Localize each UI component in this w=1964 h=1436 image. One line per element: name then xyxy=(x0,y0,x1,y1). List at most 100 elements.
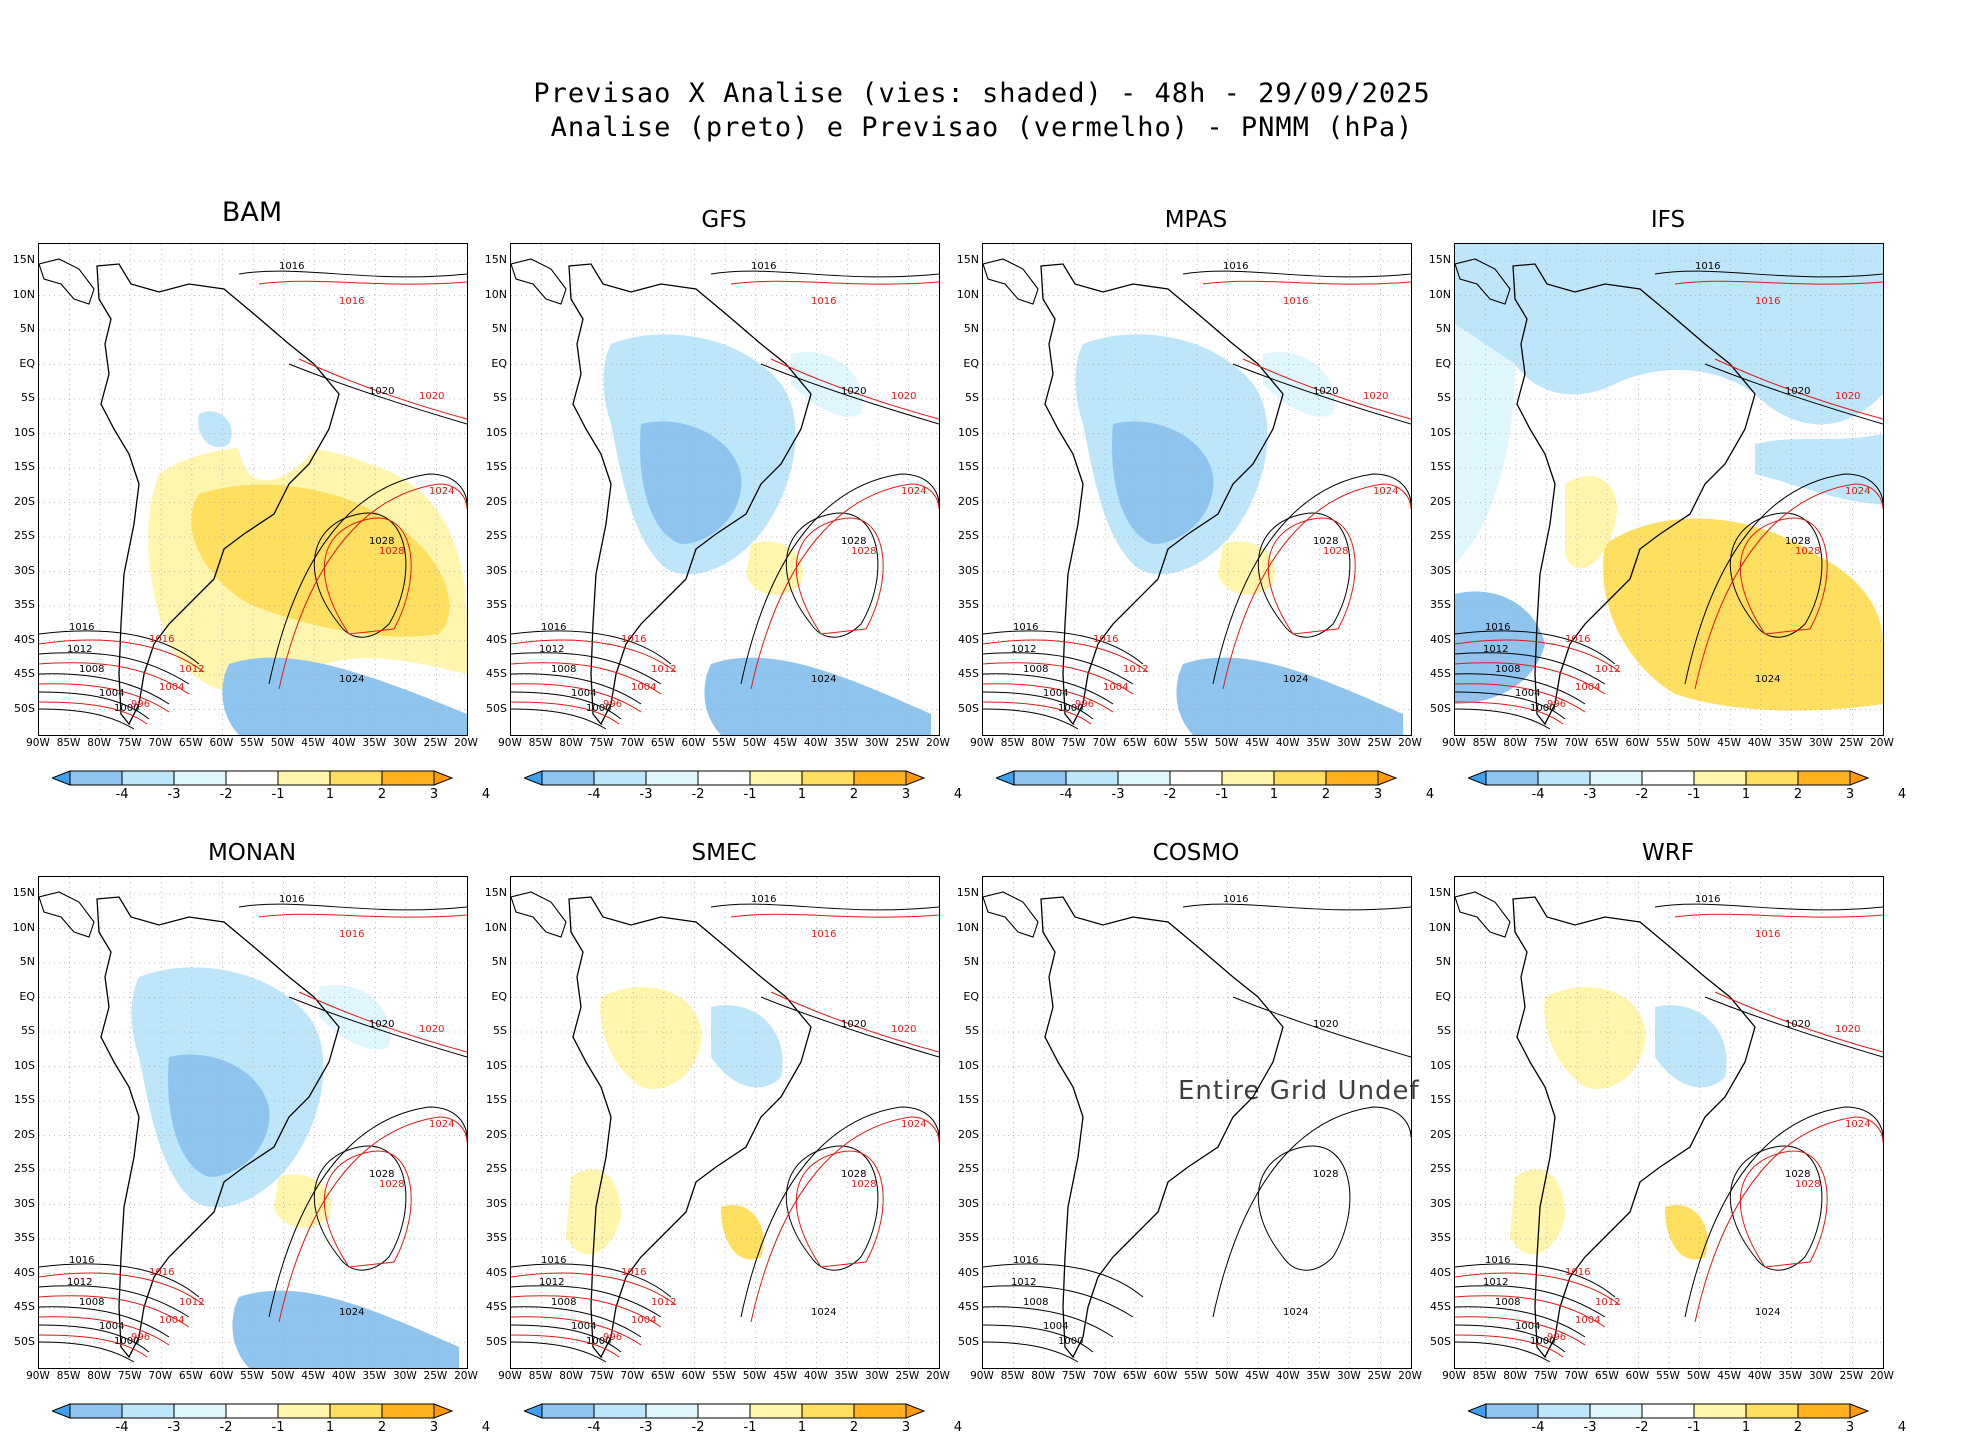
isobar-label: 996 xyxy=(131,1332,150,1343)
lat-label: 45S xyxy=(1430,1300,1451,1313)
isobar-label: 1016 xyxy=(1695,261,1720,272)
forecast-isobar xyxy=(750,483,939,690)
lon-label: 20W xyxy=(1398,737,1422,749)
bias-shading xyxy=(1218,541,1275,595)
lon-label: 30W xyxy=(1808,737,1833,749)
isobar-label: 1020 xyxy=(369,1019,394,1030)
lat-label: 35S xyxy=(958,1231,979,1244)
map-monan: 1016 1012 1008 1004 1000 1028 1024 1020 1016 1016… xyxy=(38,876,468,1369)
colorbar-label: 4 xyxy=(1425,787,1435,802)
lat-label: 20S xyxy=(958,494,979,508)
lon-label: 45W xyxy=(1245,1370,1270,1382)
lat-label: 30S xyxy=(486,1196,507,1210)
analysis-isobar xyxy=(511,1263,672,1298)
lon-label: 60W xyxy=(1153,1370,1178,1382)
lon-label: 60W xyxy=(1153,737,1178,749)
analysis-isobar xyxy=(983,652,1134,685)
analysis-isobar xyxy=(983,630,1144,665)
lon-label: 55W xyxy=(712,1370,736,1382)
lon-label: 70W xyxy=(148,1370,173,1382)
lat-label: 5S xyxy=(493,391,507,404)
analysis-isobar xyxy=(511,1306,642,1338)
lon-label: 70W xyxy=(148,737,173,749)
lat-label: 15N xyxy=(1428,253,1451,266)
lat-label: 40S xyxy=(958,632,979,646)
lon-label: 35W xyxy=(1306,737,1331,749)
isobar-label: 1020 xyxy=(1313,1019,1338,1030)
analysis-isobar xyxy=(983,1285,1134,1318)
lon-label: 75W xyxy=(1061,1370,1086,1382)
lon-label: 75W xyxy=(117,737,142,749)
lat-label: 10N xyxy=(956,920,979,934)
analysis-isobar xyxy=(983,708,1079,730)
bias-shading xyxy=(1655,1005,1727,1088)
lat-label: 30S xyxy=(958,563,979,577)
lat-label: 15S xyxy=(1430,460,1451,473)
lon-label: 30W xyxy=(1336,737,1361,749)
isobar-label: 1024 xyxy=(1283,1307,1308,1318)
analysis-isobar xyxy=(1455,708,1551,730)
forecast-isobar xyxy=(1674,280,1883,285)
map-canvas: 1016 1012 1008 1004 1000 1028 1024 1020 1016 1016… xyxy=(1455,244,1883,735)
lat-label: 45S xyxy=(14,667,35,680)
analysis-isobar xyxy=(238,903,467,911)
lat-label: 10S xyxy=(14,1058,35,1072)
map-cosmo: 1016 1012 1008 1004 1000 1028 1024 1020 1016 xyxy=(982,876,1412,1369)
lat-label: 45S xyxy=(958,1300,979,1313)
lat-label: 25S xyxy=(1430,1162,1451,1175)
lon-label: 25W xyxy=(1839,737,1864,749)
analysis-isobar xyxy=(760,363,939,425)
lon-label: 55W xyxy=(1184,1370,1208,1382)
coastline-central-america xyxy=(1455,258,1511,305)
analysis-isobar xyxy=(1212,473,1411,685)
lat-label: 15N xyxy=(956,253,979,266)
lat-label: 5N xyxy=(1435,955,1451,968)
colorbar-label: 2 xyxy=(377,787,387,802)
forecast-isobar xyxy=(1739,517,1828,635)
forecast-isobar xyxy=(511,701,620,725)
undef-message: Entire Grid Undef xyxy=(1178,1076,1420,1106)
forecast-isobar xyxy=(1455,639,1621,673)
isobar-label: 1016 xyxy=(1283,296,1308,307)
lon-label: 75W xyxy=(1533,737,1558,749)
lat-label: 15N xyxy=(12,886,35,899)
analysis-isobar xyxy=(983,673,1114,705)
lon-label: 90W xyxy=(1442,737,1466,749)
forecast-isobar xyxy=(983,701,1092,725)
lat-label: 25S xyxy=(958,529,979,542)
lon-label: 40W xyxy=(1747,1370,1772,1382)
bias-shading xyxy=(711,1005,783,1088)
bias-shading xyxy=(1455,591,1545,704)
bias-shading xyxy=(230,342,331,481)
analysis-isobar xyxy=(511,1324,622,1353)
lon-label: 70W xyxy=(1092,737,1117,749)
lon-label: 80W xyxy=(87,1370,112,1382)
lat-label: 35S xyxy=(14,598,35,611)
forecast-isobar xyxy=(1714,991,1883,1053)
lon-label: 20W xyxy=(454,737,478,749)
lat-label: 45S xyxy=(1430,667,1451,680)
isobar-label: 1000 xyxy=(1058,703,1083,714)
colorbar-label: 1 xyxy=(325,1420,335,1435)
isobar-label: 1004 xyxy=(571,1321,596,1332)
isobar-label: 1012 xyxy=(1011,644,1036,655)
lon-label: 85W xyxy=(528,1370,553,1382)
isobar-label: 1020 xyxy=(369,386,394,397)
forecast-isobar xyxy=(1694,1116,1883,1323)
analysis-isobar xyxy=(1455,630,1616,665)
analysis-isobar xyxy=(288,996,467,1058)
lon-label: 30W xyxy=(392,737,417,749)
panel-title-smec: SMEC xyxy=(691,840,757,866)
panel-title-cosmo: COSMO xyxy=(1152,840,1240,866)
colorbar-label: -3 xyxy=(1583,787,1597,802)
forecast-isobar xyxy=(511,1316,642,1346)
analysis-isobar xyxy=(1654,270,1883,278)
forecast-isobar xyxy=(750,1116,939,1323)
colorbar-label: -4 xyxy=(1059,787,1073,802)
analysis-isobar xyxy=(39,1324,150,1353)
lat-label: 10N xyxy=(1428,287,1451,301)
lon-label: 65W xyxy=(178,737,203,749)
lon-label: 65W xyxy=(1122,737,1147,749)
isobar-label: 1016 xyxy=(1013,622,1038,633)
bias-shading xyxy=(600,987,702,1089)
